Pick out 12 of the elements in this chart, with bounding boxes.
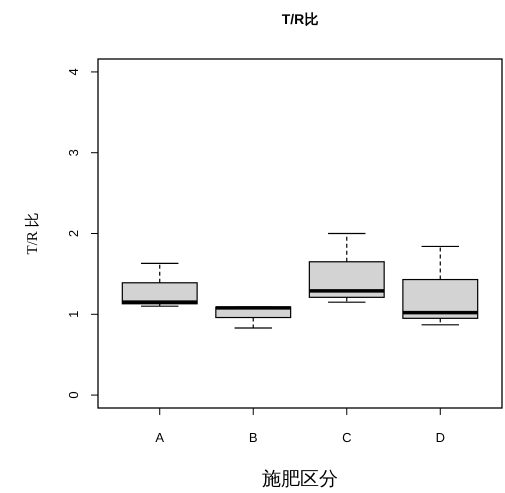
y-tick-label: 2 [66,230,81,238]
x-axis-title: 施肥区分 [262,469,338,490]
y-tick-label: 0 [66,391,81,399]
x-tick-label: C [342,430,352,445]
y-tick-label: 4 [66,68,81,76]
x-tick-label: D [436,430,445,445]
x-tick-label: A [155,430,164,445]
y-tick-label: 3 [66,149,81,156]
x-tick-label: B [248,430,258,445]
chart-title: T/R比 [282,11,318,27]
y-tick-label: 1 [66,310,81,318]
y-axis-title: T/R 比 [24,212,41,255]
